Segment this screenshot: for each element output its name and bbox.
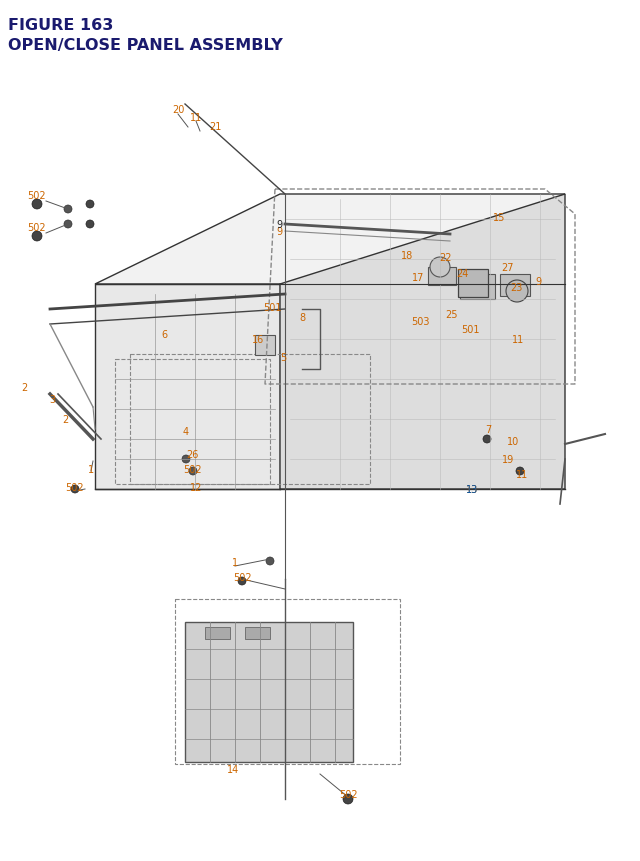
Text: 502: 502	[182, 464, 202, 474]
Text: 4: 4	[183, 426, 189, 437]
Bar	[458, 269, 488, 298]
Text: 20: 20	[172, 105, 184, 115]
Text: 18: 18	[401, 251, 413, 261]
Text: 11: 11	[190, 113, 202, 123]
Bar	[205, 628, 230, 639]
Text: 502: 502	[233, 573, 252, 582]
Bar	[175, 599, 400, 764]
Text: 3: 3	[49, 394, 55, 405]
Text: 6: 6	[161, 330, 167, 339]
Text: 9: 9	[276, 220, 282, 230]
Circle shape	[86, 220, 94, 229]
Polygon shape	[95, 285, 280, 489]
Circle shape	[182, 455, 190, 463]
Circle shape	[343, 794, 353, 804]
Text: 24: 24	[456, 269, 468, 279]
Text: 2: 2	[21, 382, 27, 393]
Polygon shape	[280, 195, 565, 489]
Text: 15: 15	[493, 213, 505, 223]
Text: 17: 17	[412, 273, 424, 282]
Text: 502: 502	[66, 482, 84, 492]
Text: 13: 13	[466, 485, 478, 494]
Circle shape	[71, 486, 79, 493]
Bar	[245, 628, 270, 639]
Text: 27: 27	[500, 263, 513, 273]
Circle shape	[516, 468, 524, 475]
Text: 5: 5	[280, 353, 286, 362]
Circle shape	[64, 220, 72, 229]
Text: 9: 9	[276, 226, 282, 237]
Circle shape	[64, 206, 72, 214]
Circle shape	[266, 557, 274, 566]
Text: 16: 16	[252, 335, 264, 344]
Circle shape	[86, 201, 94, 208]
Text: 502: 502	[28, 223, 46, 232]
Circle shape	[483, 436, 491, 443]
Text: 1: 1	[232, 557, 238, 567]
Text: 1: 1	[88, 464, 94, 474]
Bar	[185, 623, 353, 762]
Circle shape	[238, 578, 246, 585]
Bar	[428, 268, 456, 286]
Text: 501: 501	[461, 325, 479, 335]
Polygon shape	[95, 195, 565, 285]
Text: 12: 12	[190, 482, 202, 492]
Text: 502: 502	[28, 191, 46, 201]
Text: 13: 13	[466, 485, 478, 494]
Bar	[500, 275, 530, 297]
Text: 502: 502	[339, 789, 357, 799]
Text: 7: 7	[485, 424, 491, 435]
Circle shape	[506, 281, 528, 303]
Text: 503: 503	[411, 317, 429, 326]
Text: 10: 10	[507, 437, 519, 447]
Text: 19: 19	[502, 455, 514, 464]
Circle shape	[189, 468, 197, 475]
Circle shape	[32, 232, 42, 242]
Text: FIGURE 163: FIGURE 163	[8, 18, 113, 33]
Text: 8: 8	[299, 313, 305, 323]
Text: OPEN/CLOSE PANEL ASSEMBLY: OPEN/CLOSE PANEL ASSEMBLY	[8, 38, 283, 53]
Bar	[460, 275, 495, 300]
Text: 2: 2	[62, 414, 68, 424]
Text: 25: 25	[445, 310, 458, 319]
Bar	[130, 355, 370, 485]
Text: 9: 9	[535, 276, 541, 287]
Circle shape	[430, 257, 450, 278]
Text: 21: 21	[209, 122, 221, 132]
Text: 501: 501	[263, 303, 281, 313]
Bar	[115, 360, 270, 485]
Text: 14: 14	[227, 764, 239, 774]
Text: 11: 11	[516, 469, 528, 480]
Circle shape	[32, 200, 42, 210]
Text: 22: 22	[440, 253, 452, 263]
Text: 11: 11	[512, 335, 524, 344]
Text: 26: 26	[186, 449, 198, 460]
Bar	[255, 336, 275, 356]
Text: 23: 23	[510, 282, 522, 293]
